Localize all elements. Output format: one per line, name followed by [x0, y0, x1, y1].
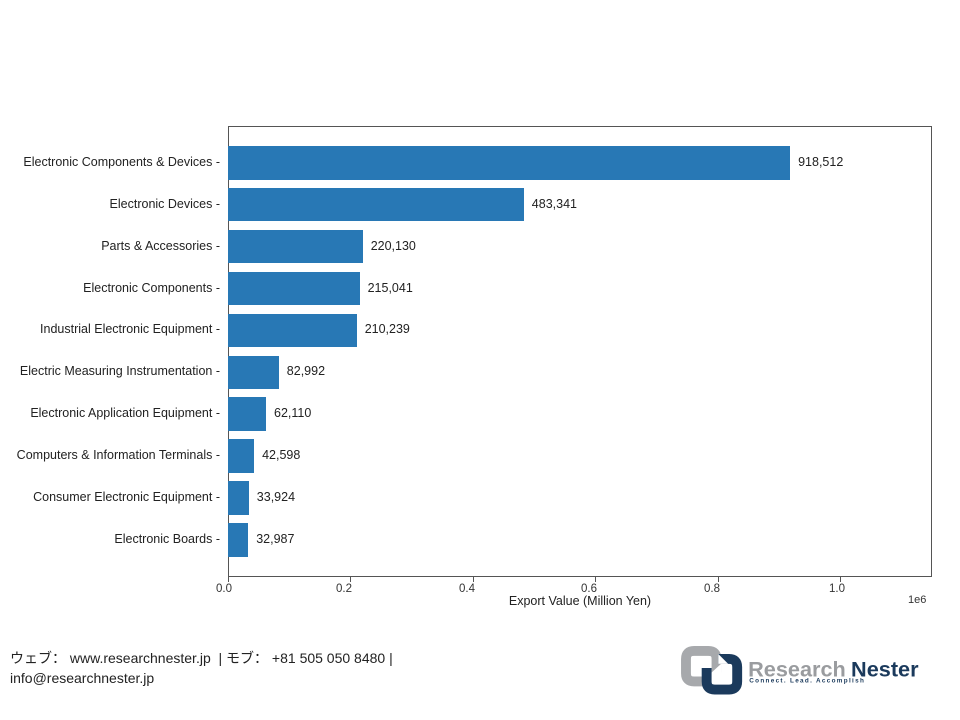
svg-text:Connect. Lead. Accomplish: Connect. Lead. Accomplish	[749, 677, 865, 684]
